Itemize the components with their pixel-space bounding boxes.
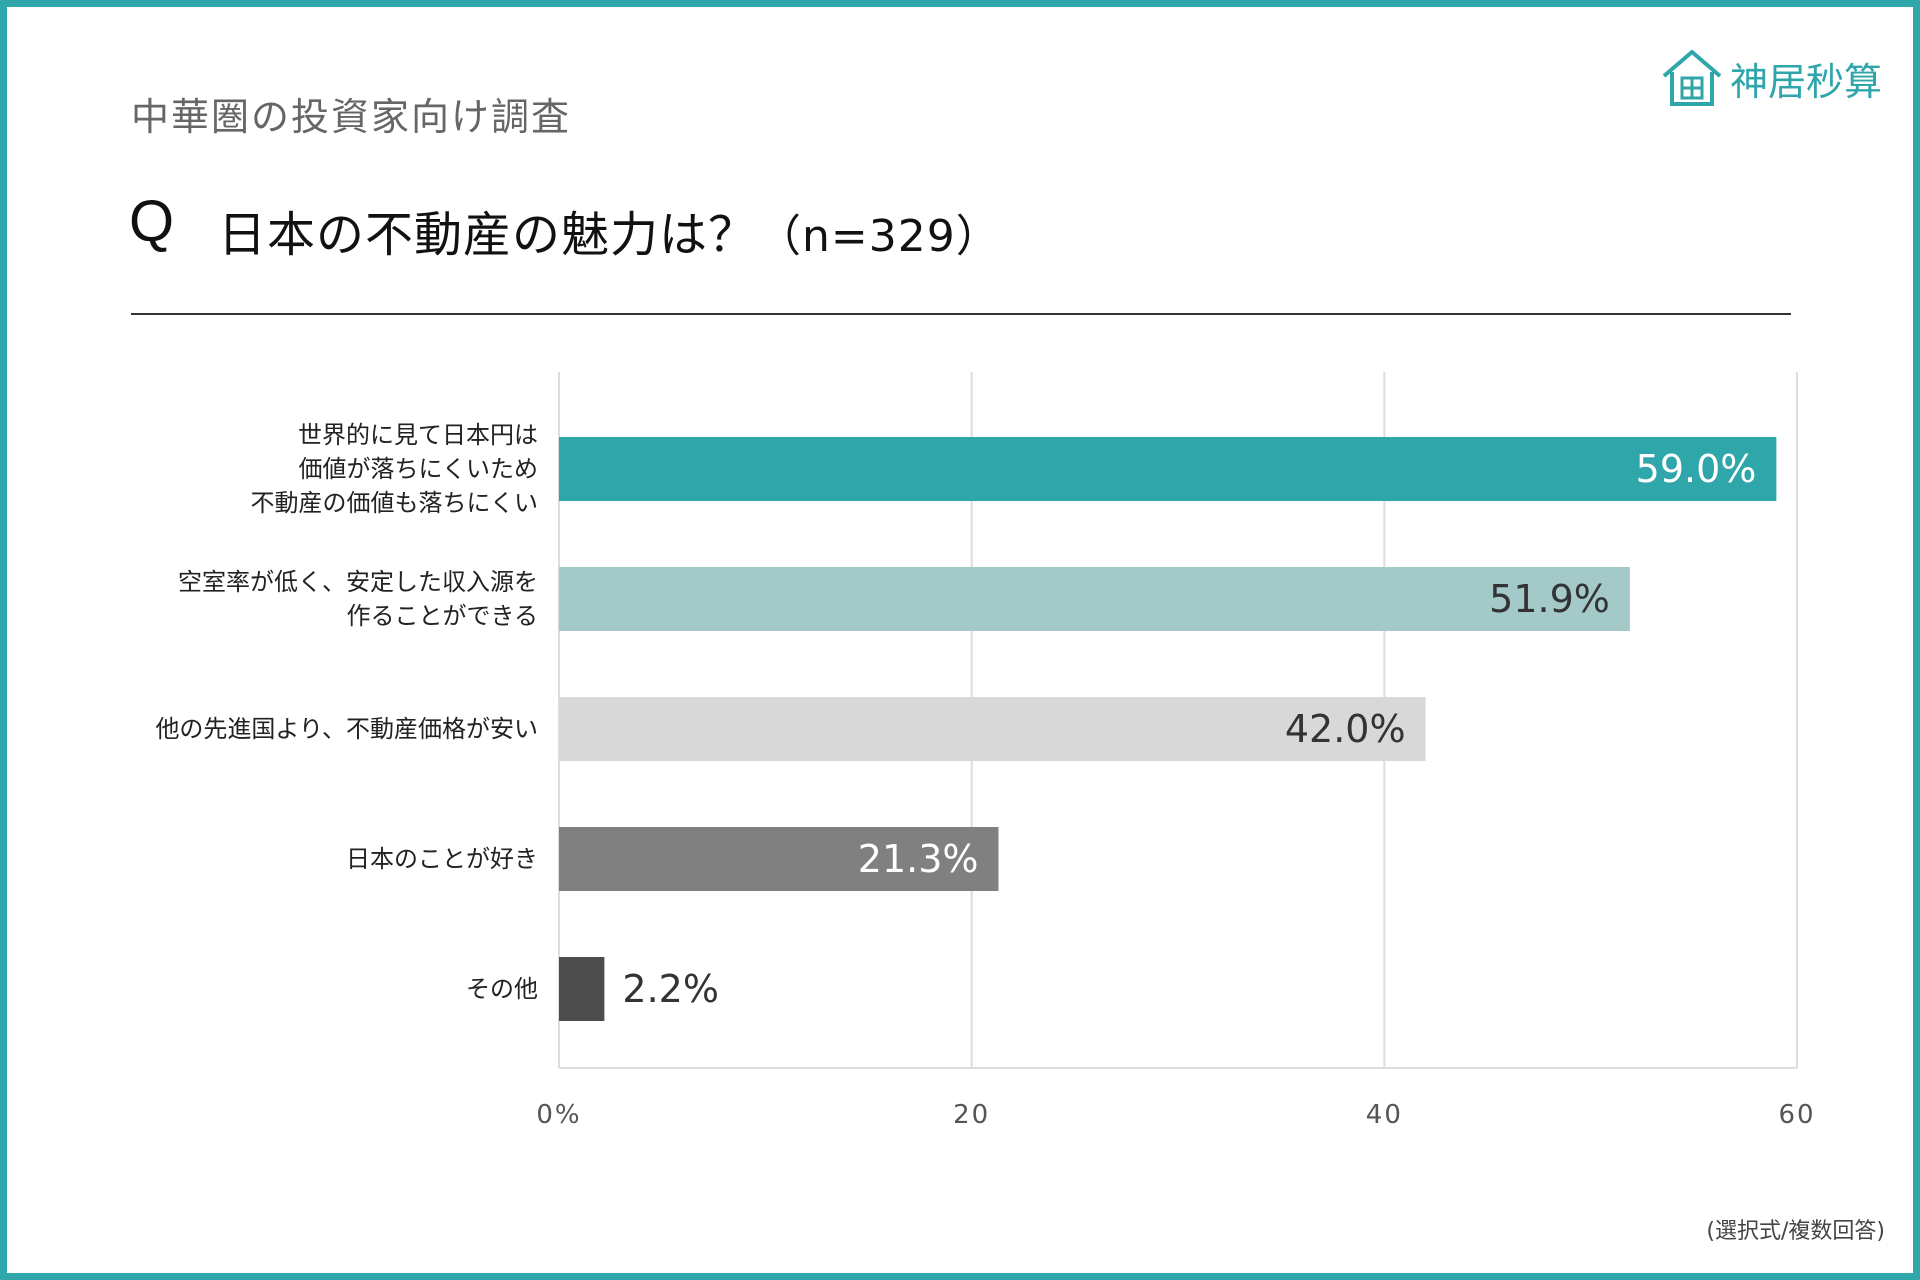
- category-label-line: 空室率が低く、安定した収入源を: [178, 568, 538, 596]
- house-icon: [1662, 50, 1722, 106]
- category-label-line: 作ることができる: [346, 602, 538, 630]
- category-label-line: 不動産の価値も落ちにくい: [250, 489, 538, 517]
- divider: [131, 313, 1791, 315]
- question-title: 日本の不動産の魅力は？（n=329）: [218, 195, 1001, 265]
- category-label-line: 日本のことが好き: [346, 845, 538, 873]
- category-label: 空室率が低く、安定した収入源を作ることができる: [178, 568, 538, 630]
- bar: [559, 957, 605, 1021]
- bar-value-label: 21.3%: [858, 837, 979, 881]
- category-label: 他の先進国より、不動産価格が安い: [155, 715, 538, 743]
- bar-value-label: 59.0%: [1636, 447, 1757, 491]
- bar: [559, 567, 1630, 631]
- category-label-line: 他の先進国より、不動産価格が安い: [155, 715, 538, 743]
- category-label: その他: [466, 975, 538, 1003]
- survey-title: 中華圏の投資家向け調査: [131, 95, 572, 139]
- question-marker: Q: [129, 189, 175, 254]
- footnote: (選択式/複数回答): [1706, 1219, 1885, 1244]
- logo: 神居秒算: [1660, 46, 1882, 110]
- category-label-line: 世界的に見て日本円は: [298, 421, 538, 449]
- bar: [559, 437, 1777, 501]
- bar: [559, 827, 999, 891]
- x-tick-label: 20: [953, 1100, 990, 1130]
- x-tick-label: 0%: [536, 1100, 581, 1130]
- category-label-line: その他: [466, 975, 538, 1003]
- bar: [559, 697, 1426, 761]
- bar-value-label: 51.9%: [1489, 577, 1610, 621]
- logo-text: 神居秒算: [1730, 59, 1883, 104]
- sample-size: （n=329）: [757, 211, 1001, 262]
- x-tick-label: 60: [1778, 1100, 1815, 1130]
- question-text: 日本の不動産の魅力は？: [218, 207, 758, 263]
- category-label: 日本のことが好き: [346, 845, 538, 873]
- bar-value-label: 2.2%: [622, 967, 719, 1011]
- x-tick-label: 40: [1366, 1100, 1403, 1130]
- category-label-line: 価値が落ちにくいため: [298, 455, 538, 483]
- category-label: 世界的に見て日本円は価値が落ちにくいため不動産の価値も落ちにくい: [250, 421, 538, 517]
- bar-value-label: 42.0%: [1285, 707, 1406, 751]
